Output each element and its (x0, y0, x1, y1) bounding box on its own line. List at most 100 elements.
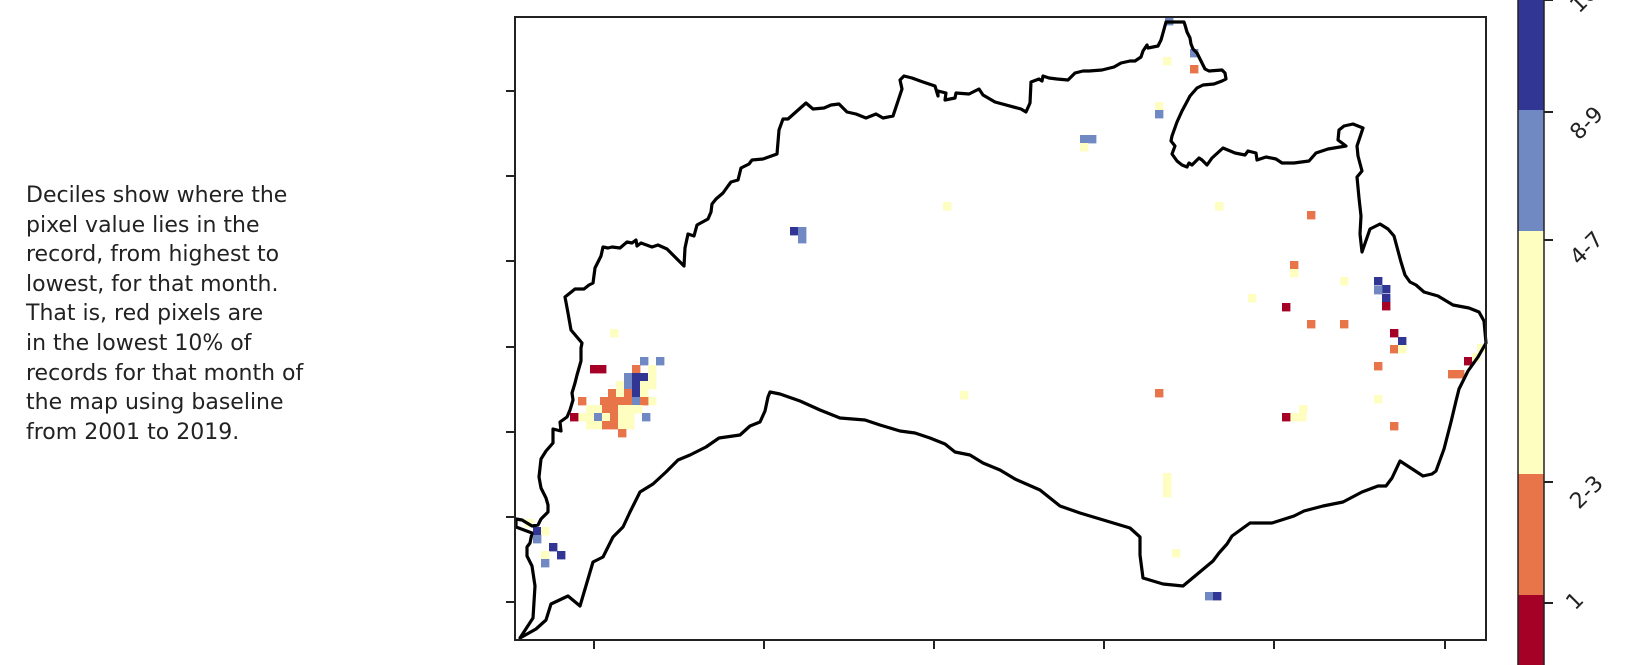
decile-pixel (610, 329, 619, 338)
decile-pixel (648, 365, 657, 374)
decile-pixel (1155, 110, 1164, 119)
decile-pixel (626, 413, 635, 422)
decile-pixel (618, 421, 627, 430)
decile-pixel (557, 551, 566, 560)
decile-pixel (624, 389, 633, 398)
decile-pixel (578, 397, 587, 406)
decile-pixel (1298, 413, 1307, 422)
decile-pixel (533, 535, 542, 544)
decile-pixel (1374, 362, 1383, 371)
decile-pixel (541, 559, 550, 568)
decile-pixel (648, 373, 657, 382)
decile-pixel (1080, 135, 1089, 144)
map-axes (506, 16, 1487, 649)
decile-pixel (602, 405, 611, 414)
decile-pixel (798, 227, 807, 236)
decile-pixel (600, 397, 609, 406)
decile-pixel (541, 527, 550, 536)
decile-pixel (1248, 294, 1257, 303)
decile-pixel (578, 413, 587, 422)
colorbar-segment-1 (1518, 595, 1544, 665)
decile-colorbar: 1 2-3 4-7 8-9 10 (1517, 0, 1609, 665)
decile-pixel (1340, 320, 1349, 329)
decile-explanation-text: Deciles show where the pixel value lies … (26, 183, 304, 445)
decile-pixel (626, 405, 635, 414)
decile-pixel (1080, 143, 1089, 152)
colorbar-segment-4-7 (1518, 231, 1544, 474)
decile-pixel (1382, 294, 1391, 303)
decile-pixel (648, 381, 657, 390)
decile-pixel (632, 397, 641, 406)
map-frame (514, 16, 1487, 641)
decile-pixel (1215, 202, 1224, 211)
decile-pixel (1282, 303, 1291, 312)
decile-pixel (1163, 57, 1172, 66)
decile-pixel (632, 381, 641, 390)
decile-pixel (634, 405, 643, 414)
decile-pixel (1299, 405, 1308, 414)
decile-pixel (632, 373, 641, 382)
decile-pixel (624, 381, 633, 390)
decile-pixel (1190, 49, 1199, 58)
decile-pixel (1163, 481, 1172, 490)
decile-pixel (1290, 413, 1299, 422)
colorbar-segment-8-9 (1518, 110, 1544, 231)
decile-pixel (598, 365, 607, 374)
decile-pixel (1282, 413, 1291, 422)
decile-pixel (1382, 285, 1391, 294)
decile-pixel (586, 421, 595, 430)
decile-pixel (626, 421, 635, 430)
decile-pixel (1340, 277, 1349, 286)
decile-pixel (1163, 489, 1172, 498)
decile-pixel (1456, 370, 1465, 379)
decile-pixel (533, 527, 542, 536)
decile-pixel (642, 413, 651, 422)
decile-pixel (798, 235, 807, 244)
region-boundary-outline (514, 20, 1488, 640)
decile-pixel (616, 397, 625, 406)
decile-pixel (608, 389, 617, 398)
decile-pixel (640, 397, 649, 406)
decile-pixel (1374, 277, 1383, 286)
decile-pixel (1205, 592, 1214, 601)
decile-pixel (616, 389, 625, 398)
decile-pixel (1213, 592, 1222, 601)
decile-pixel (632, 365, 641, 374)
decile-pixel (610, 405, 619, 414)
decile-pixel (570, 413, 579, 422)
decile-pixel (1307, 211, 1316, 220)
colorbar-segment-10 (1518, 0, 1544, 110)
decile-pixel (1448, 370, 1457, 379)
decile-pixel (602, 413, 611, 422)
decile-pixel (1172, 549, 1181, 558)
decile-pixel (1374, 395, 1383, 404)
decile-pixel (640, 357, 649, 366)
decile-pixel (624, 397, 633, 406)
decile-pixel (549, 543, 558, 552)
decile-pixel (602, 421, 611, 430)
decile-pixel (541, 551, 550, 560)
colorbar-label-2-3: 2-3 (1566, 471, 1609, 514)
decile-pixel (1390, 422, 1399, 431)
colorbar-label-1: 1 (1562, 588, 1590, 616)
decile-pixel (943, 202, 952, 211)
decile-pixel (648, 397, 657, 406)
decile-pixel (610, 413, 619, 422)
decile-pixel (586, 405, 595, 414)
decile-pixel (790, 227, 799, 236)
decile-pixel (1398, 337, 1407, 346)
decile-pixel (594, 421, 603, 430)
decile-pixel (640, 373, 649, 382)
decile-pixel (640, 381, 649, 390)
colorbar-label-4-7: 4-7 (1566, 227, 1609, 270)
decile-pixel (610, 421, 619, 430)
decile-pixel (1390, 345, 1399, 354)
colorbar-segment-2-3 (1518, 474, 1544, 595)
decile-pixel (1398, 345, 1407, 354)
decile-pixel (1290, 261, 1299, 270)
decile-pixel (1155, 102, 1164, 111)
decile-pixel (590, 365, 599, 374)
decile-pixel (618, 413, 627, 422)
